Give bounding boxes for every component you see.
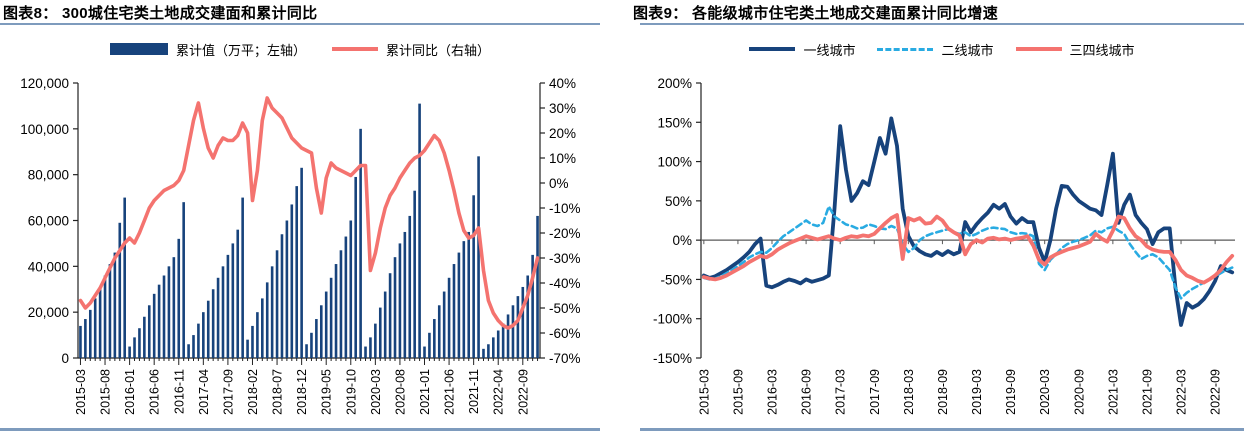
svg-text:0%: 0%	[549, 176, 569, 191]
svg-text:40%: 40%	[549, 76, 576, 91]
legend-item-cumulative-value: 累计值（万平；左轴）	[109, 40, 306, 59]
svg-text:100,000: 100,000	[20, 122, 69, 137]
svg-text:0: 0	[61, 351, 69, 366]
chart9-plot: 200% 150% 100% 50% 0% -50% -100% -150% 2015-03 20…	[653, 76, 1235, 415]
svg-text:2018-12: 2018-12	[295, 369, 309, 415]
svg-text:2019-10: 2019-10	[344, 369, 358, 415]
chart8-plot: 120,000 100,000 80,000 60,000 40,000 20,000 0 4…	[20, 76, 581, 415]
svg-text:2020-03: 2020-03	[1038, 369, 1052, 415]
svg-text:2021-06: 2021-06	[443, 369, 457, 415]
svg-text:150%: 150%	[657, 115, 692, 130]
chart8-bottom-rule	[0, 428, 600, 431]
svg-text:60,000: 60,000	[28, 214, 69, 229]
legend-label: 三四线城市	[1069, 42, 1135, 58]
svg-text:2016-03: 2016-03	[766, 369, 780, 415]
svg-text:2016-06: 2016-06	[148, 369, 162, 415]
legend-item-tier34: 三四线城市	[1015, 40, 1135, 59]
svg-text:2017-03: 2017-03	[834, 369, 848, 415]
svg-text:30%: 30%	[549, 101, 576, 116]
svg-text:10%: 10%	[549, 151, 576, 166]
svg-text:2020-08: 2020-08	[393, 369, 407, 415]
line-swatch	[332, 47, 378, 51]
legend-item-tier1: 一线城市	[749, 40, 855, 59]
svg-text:2016-11: 2016-11	[172, 369, 186, 414]
svg-text:0%: 0%	[672, 233, 692, 248]
svg-text:50%: 50%	[665, 194, 692, 209]
line-swatch	[1015, 47, 1062, 51]
dashed-line-swatch	[877, 47, 934, 51]
svg-text:2021-01: 2021-01	[418, 369, 432, 415]
chart9-bottom-rule	[640, 428, 1244, 431]
line-swatch	[749, 47, 796, 51]
svg-text:2019-03: 2019-03	[970, 369, 984, 415]
legend-label: 二线城市	[941, 42, 994, 58]
legend-label: 一线城市	[803, 42, 856, 58]
legend-label: 累计值（万平；左轴）	[175, 42, 306, 58]
svg-text:2016-01: 2016-01	[123, 369, 137, 415]
svg-text:2019-05: 2019-05	[320, 369, 334, 415]
svg-text:2022-03: 2022-03	[1175, 369, 1189, 415]
svg-text:2019-09: 2019-09	[1004, 369, 1018, 415]
svg-text:120,000: 120,000	[20, 76, 69, 91]
svg-text:-10%: -10%	[549, 201, 581, 216]
svg-text:2015-09: 2015-09	[731, 369, 745, 415]
svg-text:2020-03: 2020-03	[369, 369, 383, 415]
svg-text:2021-03: 2021-03	[1106, 369, 1120, 415]
svg-text:40,000: 40,000	[28, 259, 69, 274]
bar-swatch	[109, 43, 168, 55]
chart8-title-underline	[0, 23, 600, 25]
svg-text:-60%: -60%	[549, 326, 581, 341]
svg-text:2016-09: 2016-09	[800, 369, 814, 415]
svg-text:-20%: -20%	[549, 226, 581, 241]
svg-text:2018-02: 2018-02	[246, 369, 260, 415]
svg-text:2015-08: 2015-08	[99, 369, 113, 415]
chart9-title-underline	[640, 23, 1244, 25]
svg-text:2015-03: 2015-03	[697, 369, 711, 415]
svg-text:2022-09: 2022-09	[1209, 369, 1223, 415]
svg-text:-50%: -50%	[549, 301, 581, 316]
svg-text:2017-04: 2017-04	[197, 369, 211, 415]
legend-label: 累计同比（右轴）	[386, 42, 491, 58]
svg-text:200%: 200%	[657, 76, 692, 91]
svg-text:-50%: -50%	[660, 272, 692, 287]
legend-item-cumulative-yoy: 累计同比（右轴）	[332, 40, 490, 59]
svg-text:2018-07: 2018-07	[271, 369, 285, 415]
chart9-legend: 一线城市 二线城市 三四线城市	[640, 38, 1244, 60]
svg-text:2021-09: 2021-09	[1140, 369, 1154, 415]
svg-text:2017-09: 2017-09	[221, 369, 235, 415]
svg-text:100%: 100%	[657, 155, 692, 170]
svg-text:2018-09: 2018-09	[936, 369, 950, 415]
svg-text:-30%: -30%	[549, 251, 581, 266]
chart8-title: 图表8： 300城住宅类土地成交建面和累计同比	[3, 5, 318, 22]
svg-text:20,000: 20,000	[28, 305, 69, 320]
chart8-legend: 累计值（万平；左轴） 累计同比（右轴）	[0, 38, 600, 60]
chart9-title: 图表9： 各能级城市住宅类土地成交建面累计同比增速	[633, 5, 999, 22]
svg-text:2015-03: 2015-03	[74, 369, 88, 415]
svg-text:2022-09: 2022-09	[516, 369, 530, 415]
svg-text:-150%: -150%	[653, 351, 692, 366]
svg-text:-100%: -100%	[653, 312, 692, 327]
svg-text:2022-04: 2022-04	[492, 369, 506, 415]
svg-text:80,000: 80,000	[28, 168, 69, 183]
svg-text:2021-11: 2021-11	[467, 369, 481, 414]
legend-item-tier2: 二线城市	[877, 40, 994, 59]
svg-text:-70%: -70%	[549, 351, 581, 366]
svg-text:-40%: -40%	[549, 276, 581, 291]
svg-text:20%: 20%	[549, 126, 576, 141]
svg-text:2017-09: 2017-09	[868, 369, 882, 415]
svg-text:2018-03: 2018-03	[902, 369, 916, 415]
svg-text:2020-09: 2020-09	[1072, 369, 1086, 415]
